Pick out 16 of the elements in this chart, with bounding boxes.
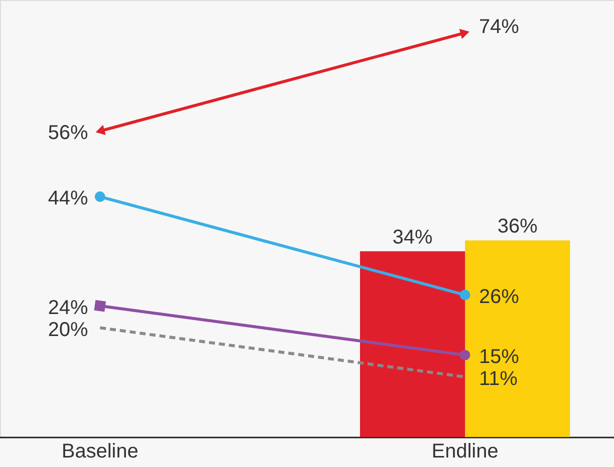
point [94, 300, 106, 312]
data-label: 24% [48, 296, 88, 319]
data-label: 74% [479, 16, 520, 38]
data-label: 15% [479, 346, 520, 368]
data-label: 56% [48, 122, 88, 144]
data-label: 44% [48, 188, 88, 210]
data-label: 34% [392, 226, 433, 248]
data-label: 20% [48, 318, 88, 341]
data-label: 26% [479, 286, 520, 308]
data-label: 36% [497, 215, 538, 238]
point [460, 290, 470, 300]
point [94, 191, 106, 202]
x-tick-label: Endline [432, 440, 498, 462]
point [460, 350, 470, 360]
data-label: 11% [479, 368, 518, 390]
x-tick-label: Baseline [62, 440, 138, 462]
